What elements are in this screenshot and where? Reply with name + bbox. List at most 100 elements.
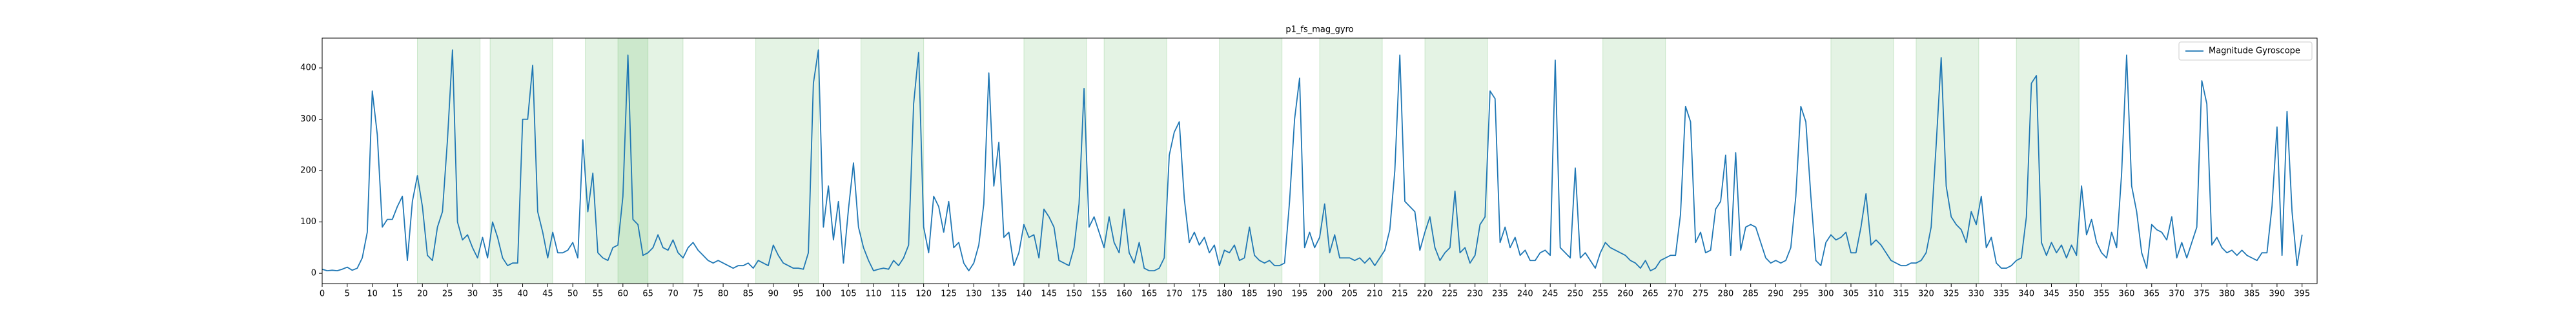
x-tick-label: 210 xyxy=(1367,289,1383,299)
x-tick-label: 110 xyxy=(866,289,882,299)
x-tick-label: 75 xyxy=(693,289,704,299)
x-tick-label: 200 xyxy=(1316,289,1333,299)
x-tick-label: 280 xyxy=(1717,289,1733,299)
shaded-region xyxy=(1916,37,1979,284)
data-line xyxy=(322,49,2303,272)
x-tick-label: 95 xyxy=(793,289,804,299)
shaded-region xyxy=(1219,37,1283,284)
x-tick-label: 10 xyxy=(367,289,378,299)
x-tick-label: 45 xyxy=(542,289,553,299)
x-tick-label: 40 xyxy=(517,289,528,299)
x-tick-label: 35 xyxy=(492,289,503,299)
x-tick-label: 370 xyxy=(2169,289,2185,299)
x-tick-label: 260 xyxy=(1617,289,1633,299)
x-tick-label: 170 xyxy=(1166,289,1182,299)
x-tick-label: 230 xyxy=(1467,289,1483,299)
legend-box xyxy=(2178,41,2313,61)
x-tick-label: 25 xyxy=(442,289,453,299)
x-tick-label: 205 xyxy=(1342,289,1358,299)
x-tick-label: 155 xyxy=(1091,289,1107,299)
y-tick-label: 100 xyxy=(300,217,316,227)
x-tick-label: 270 xyxy=(1668,289,1684,299)
shaded-region xyxy=(1319,37,1383,284)
x-tick-label: 395 xyxy=(2294,289,2310,299)
x-tick-label: 290 xyxy=(1768,289,1784,299)
chart-title: p1_fs_mag_gyro xyxy=(1285,25,1353,35)
x-tick-label: 160 xyxy=(1116,289,1132,299)
x-tick-label: 80 xyxy=(718,289,729,299)
x-tick-label: 265 xyxy=(1642,289,1659,299)
x-tick-label: 365 xyxy=(2143,289,2160,299)
shaded-region xyxy=(1830,37,1894,284)
x-tick-label: 120 xyxy=(915,289,932,299)
x-tick-label: 20 xyxy=(417,289,428,299)
x-tick-label: 50 xyxy=(567,289,578,299)
x-tick-label: 335 xyxy=(1993,289,2009,299)
shaded-region xyxy=(755,37,819,284)
x-tick-label: 345 xyxy=(2043,289,2060,299)
x-tick-label: 175 xyxy=(1191,289,1207,299)
x-tick-label: 390 xyxy=(2269,289,2285,299)
x-tick-label: 380 xyxy=(2219,289,2235,299)
x-tick-label: 215 xyxy=(1392,289,1408,299)
x-tick-label: 145 xyxy=(1041,289,1057,299)
x-tick-label: 320 xyxy=(1918,289,1934,299)
x-tick-label: 130 xyxy=(966,289,982,299)
shaded-region xyxy=(861,37,925,284)
x-tick-label: 165 xyxy=(1141,289,1158,299)
x-tick-label: 5 xyxy=(345,289,350,299)
x-tick-label: 315 xyxy=(1893,289,1909,299)
x-tick-label: 100 xyxy=(815,289,832,299)
x-tick-label: 360 xyxy=(2119,289,2135,299)
x-tick-label: 180 xyxy=(1216,289,1232,299)
x-tick-label: 350 xyxy=(2069,289,2085,299)
x-tick-label: 240 xyxy=(1517,289,1533,299)
x-tick-label: 255 xyxy=(1592,289,1608,299)
x-tick-label: 330 xyxy=(1968,289,1985,299)
x-tick-label: 190 xyxy=(1267,289,1283,299)
x-tick-label: 305 xyxy=(1843,289,1859,299)
x-tick-label: 55 xyxy=(593,289,604,299)
x-tick-label: 195 xyxy=(1292,289,1308,299)
x-tick-label: 185 xyxy=(1242,289,1258,299)
x-tick-label: 125 xyxy=(941,289,957,299)
x-tick-label: 275 xyxy=(1693,289,1709,299)
x-tick-label: 85 xyxy=(743,289,754,299)
x-tick-label: 140 xyxy=(1016,289,1032,299)
shaded-region xyxy=(417,37,481,284)
x-tick-label: 300 xyxy=(1818,289,1834,299)
x-tick-label: 105 xyxy=(841,289,857,299)
shaded-region xyxy=(1103,37,1167,284)
shaded-region xyxy=(1602,37,1666,284)
x-tick-label: 295 xyxy=(1793,289,1809,299)
x-tick-label: 65 xyxy=(642,289,653,299)
x-tick-label: 220 xyxy=(1417,289,1433,299)
x-tick-label: 325 xyxy=(1943,289,1959,299)
x-tick-label: 385 xyxy=(2244,289,2260,299)
x-tick-label: 135 xyxy=(991,289,1007,299)
plot-frame xyxy=(322,37,2318,284)
shaded-region xyxy=(2016,37,2080,284)
y-tick-label: 300 xyxy=(300,114,316,124)
x-tick-label: 245 xyxy=(1542,289,1559,299)
x-tick-label: 285 xyxy=(1743,289,1759,299)
y-tick-label: 0 xyxy=(311,269,316,278)
y-tick-label: 400 xyxy=(300,63,316,73)
x-tick-label: 30 xyxy=(467,289,478,299)
x-tick-label: 355 xyxy=(2094,289,2110,299)
x-tick-label: 225 xyxy=(1442,289,1458,299)
x-tick-label: 150 xyxy=(1066,289,1082,299)
x-tick-label: 235 xyxy=(1492,289,1508,299)
x-tick-label: 340 xyxy=(2018,289,2034,299)
shaded-region xyxy=(1023,37,1087,284)
legend-label: Magnitude Gyroscope xyxy=(2209,47,2300,56)
y-tick-label: 200 xyxy=(300,166,316,176)
x-tick-label: 250 xyxy=(1568,289,1584,299)
x-tick-label: 0 xyxy=(320,289,325,299)
x-tick-label: 60 xyxy=(618,289,629,299)
x-tick-label: 375 xyxy=(2194,289,2210,299)
x-tick-label: 115 xyxy=(890,289,906,299)
x-tick-label: 310 xyxy=(1868,289,1884,299)
